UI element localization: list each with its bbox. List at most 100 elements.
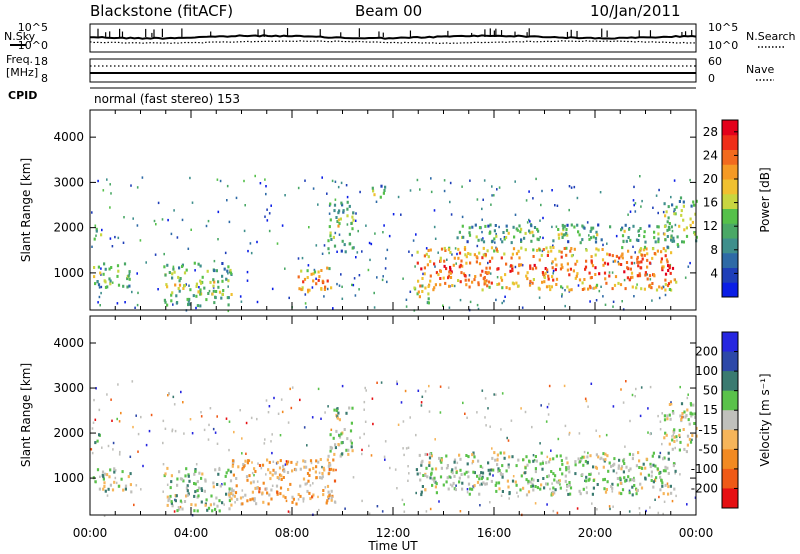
scatter-cell (145, 443, 148, 447)
data-cell (508, 287, 511, 291)
data-cell (420, 490, 423, 494)
scatter-cell (303, 426, 306, 429)
data-cell (591, 264, 595, 268)
data-cell (338, 434, 341, 437)
data-cell (217, 285, 220, 289)
data-cell (317, 278, 320, 282)
scatter-cell (273, 396, 275, 400)
data-cell (518, 224, 521, 228)
data-cell (526, 463, 529, 467)
data-cell (642, 462, 645, 466)
scatter-cell (234, 501, 236, 504)
data-cell (536, 248, 539, 252)
time-axis-labels: 00:00 04:00 08:00 12:00 16:00 20:00 00:00 (73, 526, 714, 540)
data-cell (179, 277, 182, 280)
data-cell (607, 469, 610, 473)
data-cell (235, 477, 238, 480)
data-cell (430, 454, 433, 458)
data-cell (100, 233, 103, 237)
scatter-cell (239, 295, 242, 298)
data-cell (536, 479, 540, 482)
data-cell (98, 487, 101, 491)
data-cell (426, 475, 429, 479)
data-cell (343, 428, 346, 431)
y-tick-label: 4000 (53, 336, 84, 350)
scatter-cell (313, 268, 316, 272)
data-cell (567, 240, 570, 244)
data-cell (561, 223, 564, 227)
data-cell (498, 487, 501, 491)
data-cell (458, 476, 461, 480)
data-cell (618, 458, 621, 462)
scatter-cell (585, 399, 588, 403)
data-cell (529, 480, 532, 484)
data-cell (564, 474, 567, 478)
data-cell (197, 290, 200, 294)
data-cell (246, 499, 249, 503)
scatter-cell (256, 417, 258, 421)
data-cell (646, 258, 649, 262)
scatter-cell (633, 203, 635, 207)
data-cell (621, 246, 624, 250)
data-cell (590, 276, 593, 279)
data-cell (602, 263, 605, 267)
data-cell (220, 296, 223, 300)
scatter-cell (246, 279, 249, 282)
scatter-cell (361, 250, 363, 253)
data-cell (300, 269, 303, 273)
scatter-cell (266, 208, 268, 211)
data-cell (486, 271, 489, 275)
scatter-cell (481, 218, 483, 221)
data-cell (541, 461, 544, 465)
data-cell (631, 485, 634, 489)
data-cell (626, 276, 629, 280)
data-cell (306, 472, 310, 475)
data-cell (520, 238, 523, 242)
data-cell (604, 490, 608, 494)
data-cell (508, 492, 511, 496)
scatter-cell (106, 494, 109, 497)
data-cell (487, 468, 490, 472)
scatter-cell (595, 429, 597, 432)
scatter-cell (297, 186, 300, 190)
data-cell (635, 286, 638, 290)
data-cell (617, 466, 620, 470)
data-cell (102, 272, 105, 276)
scatter-cell (415, 433, 417, 437)
data-cell (128, 270, 131, 274)
scatter-cell (468, 274, 471, 277)
scatter-cell (381, 510, 384, 513)
scatter-cell (304, 179, 306, 182)
data-cell (478, 474, 481, 477)
data-cell (520, 246, 523, 250)
data-cell (482, 277, 485, 281)
data-cell (595, 230, 598, 234)
scatter-cell (600, 285, 602, 288)
data-cell (329, 218, 332, 222)
data-cell (665, 433, 668, 437)
scatter-cell (370, 242, 373, 246)
scatter-cell (326, 192, 328, 195)
scatter-cell (285, 460, 288, 463)
data-cell (287, 460, 290, 464)
scatter-cell (598, 435, 601, 438)
data-cell (552, 457, 555, 461)
scatter-cell (315, 244, 318, 247)
scatter-cell (167, 394, 169, 397)
data-cell (465, 283, 468, 287)
data-cell (491, 456, 494, 460)
velocity-colorbar-tick-label: -15 (698, 423, 718, 437)
data-cell (670, 491, 673, 495)
scatter-cell (459, 510, 462, 513)
scatter-cell (498, 186, 501, 189)
scatter-cell (120, 411, 122, 415)
data-cell (103, 279, 106, 283)
data-cell (171, 291, 174, 295)
scatter-cell (320, 417, 322, 420)
scatter-cell (612, 260, 615, 263)
data-cell (500, 278, 504, 282)
scatter-cell (224, 251, 227, 255)
data-cell (565, 253, 568, 257)
data-cell (427, 292, 430, 296)
scatter-cell (214, 431, 217, 434)
